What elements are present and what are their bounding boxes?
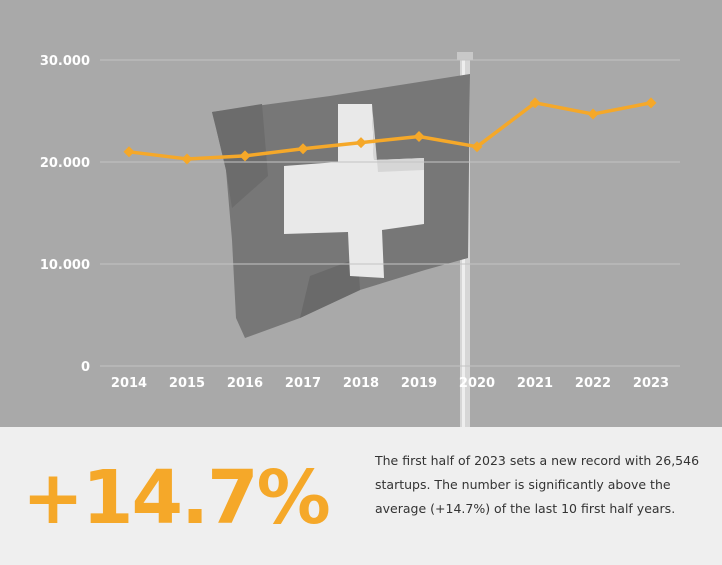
y-tick-label: 30.000 xyxy=(40,54,90,69)
data-point-marker xyxy=(297,143,309,155)
data-point-marker xyxy=(471,141,483,153)
data-point-marker xyxy=(123,146,135,158)
data-point-marker xyxy=(587,108,599,120)
highlight-stat: +14.7% xyxy=(22,455,331,541)
x-tick-label: 2015 xyxy=(169,376,205,391)
x-tick-label: 2016 xyxy=(227,376,263,391)
y-axis: 0 10.000 20.000 30.000 xyxy=(40,54,90,375)
summary-panel: +14.7% The first half of 2023 sets a new… xyxy=(0,427,722,565)
x-tick-label: 2017 xyxy=(285,376,321,391)
data-point-marker xyxy=(529,97,541,109)
y-tick-label: 20.000 xyxy=(40,156,90,171)
x-tick-label: 2022 xyxy=(575,376,611,391)
data-point-marker xyxy=(413,131,425,142)
data-point-marker xyxy=(181,153,193,165)
data-point-marker xyxy=(355,137,367,149)
data-point-marker xyxy=(645,97,657,109)
swiss-flag-background-image xyxy=(212,52,473,427)
x-tick-label: 2021 xyxy=(517,376,553,391)
x-tick-label: 2014 xyxy=(111,376,147,391)
highlight-description: The first half of 2023 sets a new record… xyxy=(375,453,700,516)
data-point-marker xyxy=(239,150,251,162)
series-line-path xyxy=(127,101,653,161)
x-tick-label: 2019 xyxy=(401,376,437,391)
y-tick-label: 10.000 xyxy=(40,258,90,273)
x-axis: 2014 2015 2016 2017 2018 2019 2020 2021 2022 2023 xyxy=(111,376,669,391)
x-tick-label: 2023 xyxy=(633,376,669,391)
y-tick-label: 0 xyxy=(81,360,90,375)
gridlines xyxy=(100,59,680,367)
line-chart: 0 10.000 20.000 30.000 2014 2015 2016 2017 2018… xyxy=(40,52,680,427)
chart-panel: 0 10.000 20.000 30.000 2014 2015 2016 2017 2018… xyxy=(0,0,722,427)
x-tick-label: 2020 xyxy=(459,376,495,391)
series-line xyxy=(123,97,657,165)
x-tick-label: 2018 xyxy=(343,376,379,391)
